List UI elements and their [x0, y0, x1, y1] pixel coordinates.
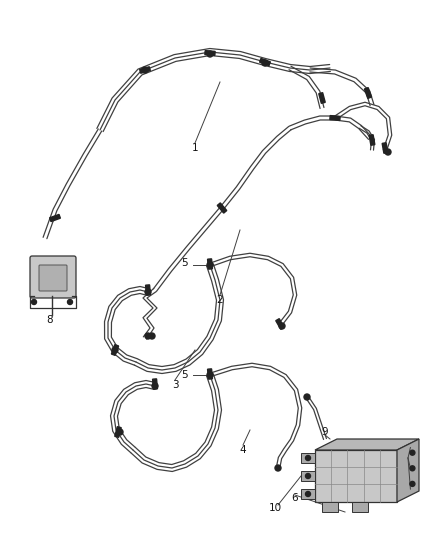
- Circle shape: [142, 67, 148, 73]
- Circle shape: [275, 465, 281, 471]
- Bar: [301, 489, 315, 499]
- Bar: [260, 59, 270, 66]
- Circle shape: [279, 323, 285, 329]
- FancyBboxPatch shape: [39, 265, 67, 291]
- Bar: [301, 453, 315, 463]
- Circle shape: [410, 481, 415, 487]
- Text: 7: 7: [407, 457, 413, 467]
- Circle shape: [385, 149, 391, 155]
- Bar: [330, 116, 340, 120]
- Bar: [352, 502, 368, 512]
- Circle shape: [410, 450, 415, 455]
- Text: 8: 8: [47, 315, 53, 325]
- Bar: [301, 471, 315, 481]
- Bar: [276, 319, 284, 329]
- Circle shape: [145, 289, 151, 295]
- Polygon shape: [315, 439, 419, 450]
- Text: 3: 3: [172, 380, 178, 390]
- Circle shape: [305, 456, 311, 461]
- Circle shape: [112, 347, 118, 353]
- Bar: [364, 87, 371, 99]
- Bar: [140, 67, 150, 73]
- Bar: [49, 214, 60, 222]
- Text: 2: 2: [217, 295, 223, 305]
- Text: 6: 6: [292, 493, 298, 503]
- Circle shape: [117, 429, 123, 435]
- Circle shape: [67, 300, 73, 304]
- Bar: [152, 379, 157, 389]
- Text: 5: 5: [182, 370, 188, 380]
- Bar: [217, 203, 227, 213]
- Text: 10: 10: [268, 503, 282, 513]
- Bar: [208, 369, 212, 379]
- Circle shape: [145, 333, 151, 339]
- FancyBboxPatch shape: [30, 256, 76, 298]
- Text: 1: 1: [192, 143, 198, 153]
- Circle shape: [207, 262, 213, 268]
- Circle shape: [32, 300, 36, 304]
- Circle shape: [207, 51, 213, 57]
- Bar: [145, 285, 150, 295]
- Polygon shape: [397, 439, 419, 502]
- Circle shape: [262, 60, 268, 66]
- Text: 9: 9: [321, 427, 328, 437]
- Bar: [382, 143, 388, 154]
- Bar: [322, 502, 338, 512]
- Circle shape: [410, 466, 415, 471]
- Circle shape: [152, 383, 158, 389]
- Bar: [115, 426, 121, 438]
- Bar: [205, 51, 215, 55]
- Text: 5: 5: [182, 258, 188, 268]
- Text: 4: 4: [240, 445, 246, 455]
- Circle shape: [305, 491, 311, 497]
- Bar: [315, 450, 397, 502]
- Bar: [369, 135, 375, 146]
- Circle shape: [207, 372, 213, 378]
- Bar: [208, 259, 212, 269]
- Circle shape: [149, 333, 155, 339]
- Bar: [319, 93, 325, 103]
- Circle shape: [304, 394, 310, 400]
- Circle shape: [305, 473, 311, 479]
- Bar: [111, 345, 119, 356]
